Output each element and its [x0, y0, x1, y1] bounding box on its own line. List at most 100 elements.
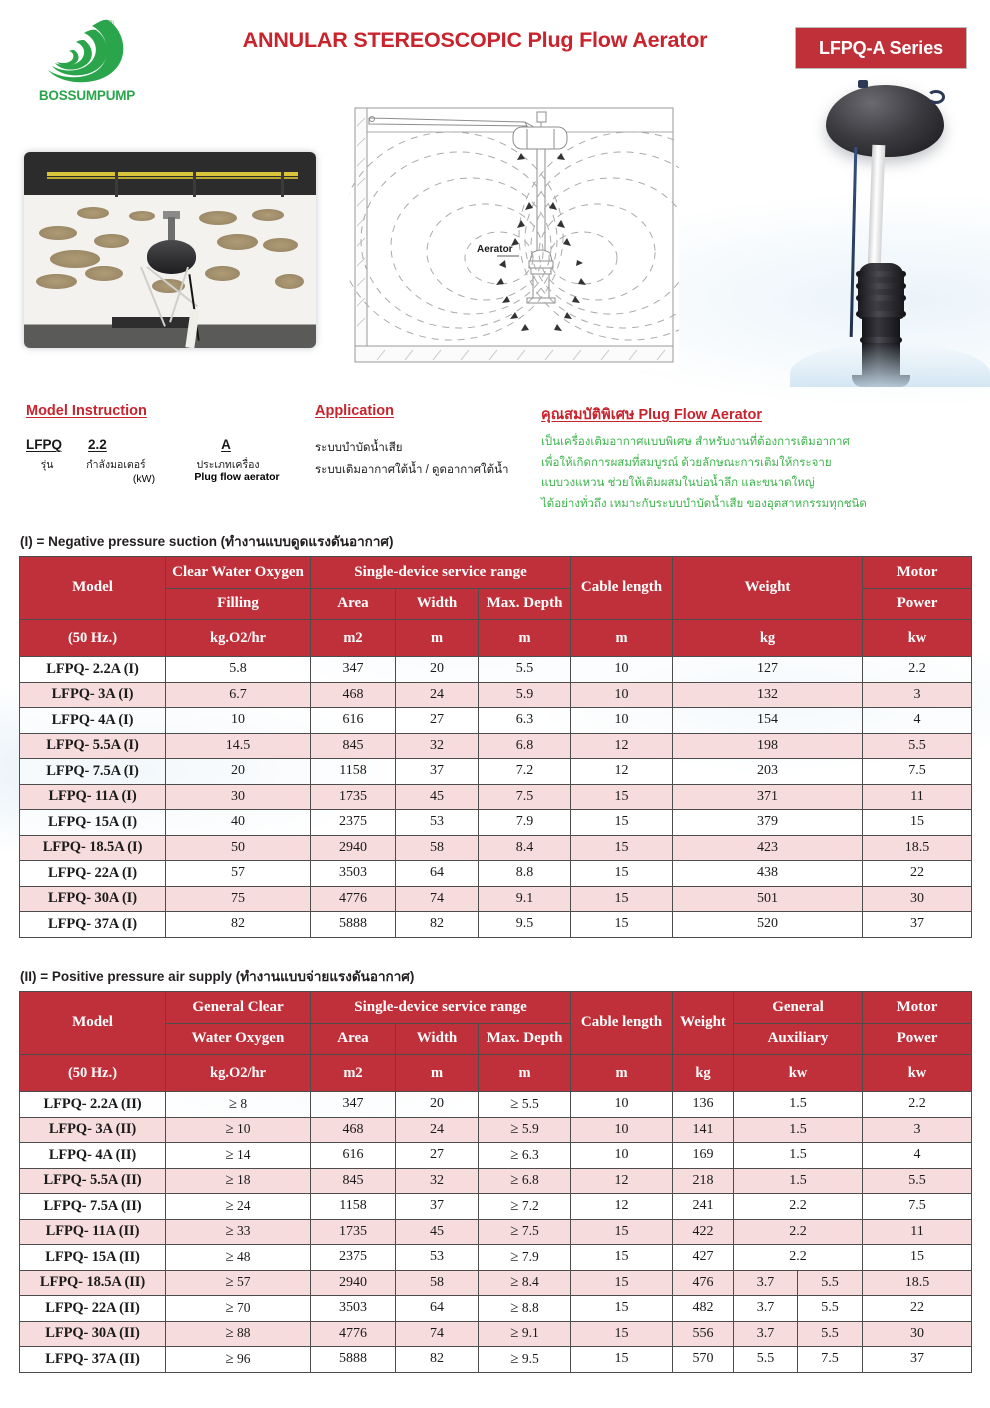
cell-model: LFPQ- 3A (I) [19, 681, 166, 708]
cell-area: 1735 [310, 1218, 396, 1245]
cell-weight: 438 [672, 860, 864, 887]
cell-max-depth: 5.5 [477, 656, 572, 683]
cell-max-depth: 9.1 [477, 885, 572, 912]
cell-cable-length: 10 [570, 1142, 674, 1169]
cell-weight: 423 [672, 834, 864, 861]
aeration-tank-photo [24, 152, 316, 348]
table-row: LFPQ- 5.5A (II) ≥ 18 845 32 ≥ 6.8 12 218 1.5 5.5 [19, 1167, 973, 1194]
th-motor-line1: Motor [862, 556, 973, 589]
cell-max-depth: 7.9 [477, 809, 572, 836]
th-weight-unit: kg [672, 1054, 735, 1092]
cell-weight: 556 [672, 1320, 735, 1347]
table-row: LFPQ- 37A (I) 82 5888 82 9.5 15 520 37 [19, 911, 973, 938]
cell-model: LFPQ- 15A (II) [19, 1244, 166, 1271]
cell-max-depth: ≥ 5.5 [477, 1091, 572, 1118]
th-cable-length: Cable length [570, 556, 674, 620]
cell-width: 27 [395, 1142, 479, 1169]
cell-oxygen: 5.8 [165, 656, 311, 683]
cell-motor-power: 18.5 [862, 834, 973, 861]
cell-model: LFPQ- 18.5A (II) [19, 1269, 166, 1296]
cell-model: LFPQ- 5.5A (I) [19, 732, 166, 759]
table-row: LFPQ- 15A (II) ≥ 48 2375 53 ≥ 7.9 15 427 2.2 15 [19, 1244, 973, 1271]
cell-cable-length: 15 [570, 1269, 674, 1296]
cell-oxygen: 6.7 [165, 681, 311, 708]
cell-motor-power: 11 [862, 783, 973, 810]
cell-model: LFPQ- 11A (I) [19, 783, 166, 810]
cell-width: 20 [395, 656, 479, 683]
cell-oxygen: ≥ 24 [165, 1193, 311, 1220]
cell-cable-length: 15 [570, 1218, 674, 1245]
cell-width: 64 [395, 860, 479, 887]
table-one-caption: (I) = Negative pressure suction (ทำงานแบ… [20, 534, 394, 549]
cell-oxygen: 57 [165, 860, 311, 887]
cell-oxygen: 50 [165, 834, 311, 861]
cell-motor-power: 4 [862, 707, 973, 734]
cell-cable-length: 15 [570, 834, 674, 861]
cell-oxygen: ≥ 57 [165, 1269, 311, 1296]
cell-area: 2940 [310, 834, 396, 861]
cell-width: 45 [395, 783, 479, 810]
features-list: เป็นเครื่องเติมอากาศแบบพิเศษ สำหรับงานที… [541, 432, 961, 514]
table-row: LFPQ- 4A (II) ≥ 14 616 27 ≥ 6.3 10 169 1.5 4 [19, 1142, 973, 1169]
cell-model: LFPQ- 2.2A (II) [19, 1091, 166, 1118]
cell-motor-power: 4 [862, 1142, 973, 1169]
cell-weight: 501 [672, 885, 864, 912]
cell-width: 32 [395, 1167, 479, 1194]
series-badge: LFPQ-A Series [795, 27, 967, 69]
cell-model: LFPQ- 37A (II) [19, 1346, 166, 1373]
cell-motor-power: 22 [862, 1295, 973, 1322]
cell-oxygen: 10 [165, 707, 311, 734]
table-row: LFPQ- 2.2A (I) 5.8 347 20 5.5 10 127 2.2 [19, 656, 973, 683]
th-model: Model [19, 556, 166, 620]
cell-motor-power: 3 [862, 681, 973, 708]
th-width-unit: m [395, 619, 479, 657]
cell-cable-length: 12 [570, 1193, 674, 1220]
cell-motor-power: 11 [862, 1218, 973, 1245]
table-row: LFPQ- 22A (I) 57 3503 64 8.8 15 438 22 [19, 860, 973, 887]
cell-weight: 127 [672, 656, 864, 683]
th-service-range: Single-device service range [309, 556, 572, 589]
cell-max-depth: ≥ 7.5 [477, 1218, 572, 1245]
cell-width: 27 [395, 707, 479, 734]
th-auxiliary-unit: kw [733, 1054, 864, 1092]
cell-model: LFPQ- 7.5A (I) [19, 758, 166, 785]
cell-motor-power: 18.5 [862, 1269, 973, 1296]
table-row: LFPQ- 4A (I) 10 616 27 6.3 10 154 4 [19, 707, 973, 734]
feature-line: แบบวงแหวน ช่วยให้เติมผสมในบ่อน้ำลึก และข… [541, 477, 815, 489]
model-instruction-heading: Model Instruction [26, 403, 147, 419]
th-width: Width [395, 1023, 479, 1055]
th-motor-line1: Motor [862, 991, 973, 1024]
th-depth-unit: m [477, 619, 572, 657]
cell-weight: 198 [672, 732, 864, 759]
cell-cable-length: 10 [570, 681, 674, 708]
cell-motor-power: 15 [862, 809, 973, 836]
th-oxygen-line2: Water Oxygen [165, 1023, 311, 1055]
cell-cable-length: 12 [570, 758, 674, 785]
th-max-depth: Max. Depth [477, 1023, 572, 1055]
cell-weight: 241 [672, 1193, 735, 1220]
th-motor-line2: Power [862, 588, 973, 620]
table-row: LFPQ- 22A (II) ≥ 70 3503 64 ≥ 8.8 15 482 3.7 5.5… [19, 1295, 973, 1322]
registered-trademark-symbol: ® [108, 19, 114, 28]
model-label-type-sub: Plug flow aerator [194, 471, 280, 483]
application-line: ระบบเติมอากาศใต้น้ำ / ดูดอากาศใต้น้ำ [315, 464, 509, 476]
feature-line: ได้อย่างทั่วถึง เหมาะกับระบบบำบัดน้ำเสีย… [541, 497, 867, 510]
cell-motor-power: 30 [862, 885, 973, 912]
model-code-series: LFPQ [26, 437, 62, 452]
cell-cable-length: 15 [570, 783, 674, 810]
cell-area: 845 [310, 1167, 396, 1194]
table-row: LFPQ- 7.5A (II) ≥ 24 1158 37 ≥ 7.2 12 241 2.2 7.… [19, 1193, 973, 1220]
table-row: LFPQ- 2.2A (II) ≥ 8 347 20 ≥ 5.5 10 136 1.5 2.2 [19, 1091, 973, 1118]
cell-oxygen: 75 [165, 885, 311, 912]
cell-cable-length: 15 [570, 885, 674, 912]
cell-cable-length: 15 [570, 809, 674, 836]
cell-motor-power: 15 [862, 1244, 973, 1271]
cell-width: 64 [395, 1295, 479, 1322]
cell-weight: 141 [672, 1116, 735, 1143]
th-frequency: (50 Hz.) [19, 1054, 166, 1092]
cell-oxygen: 30 [165, 783, 311, 810]
cell-motor-power: 7.5 [862, 1193, 973, 1220]
cell-max-depth: 5.9 [477, 681, 572, 708]
cell-weight: 422 [672, 1218, 735, 1245]
